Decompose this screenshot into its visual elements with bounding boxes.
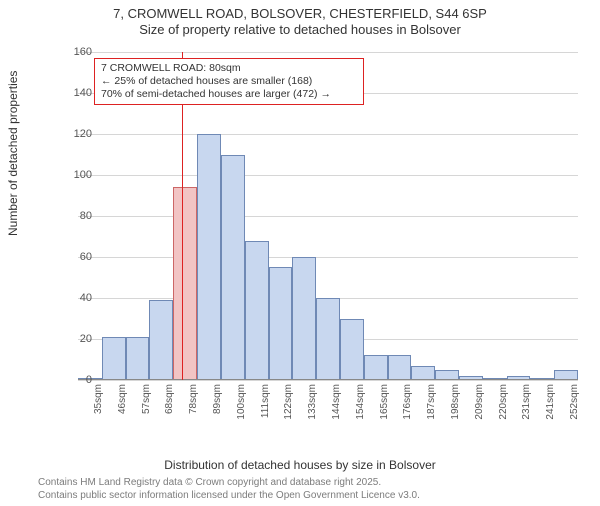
chart-title: 7, CROMWELL ROAD, BOLSOVER, CHESTERFIELD… — [0, 6, 600, 39]
bar-column — [149, 300, 173, 380]
y-tick-label: 40 — [62, 292, 92, 304]
x-tick-label: 78sqm — [188, 384, 199, 414]
x-tick-label: 144sqm — [331, 384, 342, 420]
bar — [197, 134, 221, 380]
footer-attribution: Contains HM Land Registry data © Crown c… — [38, 477, 420, 502]
x-tick-label: 176sqm — [402, 384, 413, 420]
bar — [126, 337, 150, 380]
bar-column — [173, 187, 197, 380]
bar-column — [245, 241, 269, 380]
bar-column — [316, 298, 340, 380]
bar-column — [126, 337, 150, 380]
x-tick-label: 89sqm — [212, 384, 223, 414]
x-tick-label: 252sqm — [569, 384, 580, 420]
bar-column — [197, 134, 221, 380]
bar — [221, 155, 245, 381]
footer-line-1: Contains HM Land Registry data © Crown c… — [38, 477, 420, 490]
bar — [149, 300, 173, 380]
bar-column — [364, 355, 388, 380]
bar — [102, 337, 126, 380]
x-tick-label: 165sqm — [379, 384, 390, 420]
x-tick-label: 57sqm — [141, 384, 152, 414]
x-tick-label: 46sqm — [117, 384, 128, 414]
x-tick-label: 122sqm — [283, 384, 294, 420]
x-tick-label: 241sqm — [545, 384, 556, 420]
bar — [269, 267, 293, 380]
x-tick-label: 187sqm — [426, 384, 437, 420]
x-tick-label: 100sqm — [236, 384, 247, 420]
bar — [388, 355, 412, 380]
bar-column — [340, 319, 364, 381]
chart-area: 7 CROMWELL ROAD: 80sqm ← 25% of detached… — [58, 52, 578, 422]
x-tick-label: 111sqm — [260, 384, 271, 418]
x-tick-label: 35sqm — [93, 384, 104, 414]
x-tick-label: 220sqm — [498, 384, 509, 420]
bar — [245, 241, 269, 380]
bar — [411, 366, 435, 380]
bar-column — [411, 366, 435, 380]
y-tick-label: 80 — [62, 210, 92, 222]
y-tick-label: 20 — [62, 333, 92, 345]
y-axis-label: Number of detached properties — [6, 71, 20, 236]
footer-line-2: Contains public sector information licen… — [38, 490, 420, 503]
x-tick-label: 209sqm — [474, 384, 485, 420]
callout-line-2: ← 25% of detached houses are smaller (16… — [101, 75, 357, 88]
x-tick-label: 198sqm — [450, 384, 461, 420]
bar — [340, 319, 364, 381]
x-tick-label: 133sqm — [307, 384, 318, 420]
bar — [292, 257, 316, 380]
title-line-2: Size of property relative to detached ho… — [0, 22, 600, 38]
y-tick-label: 0 — [62, 374, 92, 386]
bar — [316, 298, 340, 380]
y-tick-label: 60 — [62, 251, 92, 263]
callout-line-1: 7 CROMWELL ROAD: 80sqm — [101, 62, 357, 75]
bar-column — [102, 337, 126, 380]
title-line-1: 7, CROMWELL ROAD, BOLSOVER, CHESTERFIELD… — [0, 6, 600, 22]
x-tick-label: 231sqm — [521, 384, 532, 420]
bar-column — [388, 355, 412, 380]
bar-column — [221, 155, 245, 381]
bar-column — [269, 267, 293, 380]
bar-highlighted — [173, 187, 197, 380]
plot-area: 7 CROMWELL ROAD: 80sqm ← 25% of detached… — [78, 52, 578, 380]
callout-line-3: 70% of semi-detached houses are larger (… — [101, 88, 357, 101]
y-tick-label: 140 — [62, 87, 92, 99]
y-tick-label: 120 — [62, 128, 92, 140]
x-tick-label: 68sqm — [164, 384, 175, 414]
bar — [364, 355, 388, 380]
x-tick-label: 154sqm — [355, 384, 366, 420]
grid-line — [78, 380, 578, 381]
x-axis-baseline — [78, 379, 578, 380]
x-axis-label: Distribution of detached houses by size … — [0, 458, 600, 472]
bar-column — [292, 257, 316, 380]
y-tick-label: 100 — [62, 169, 92, 181]
y-tick-label: 160 — [62, 46, 92, 58]
reference-callout: 7 CROMWELL ROAD: 80sqm ← 25% of detached… — [94, 58, 364, 105]
